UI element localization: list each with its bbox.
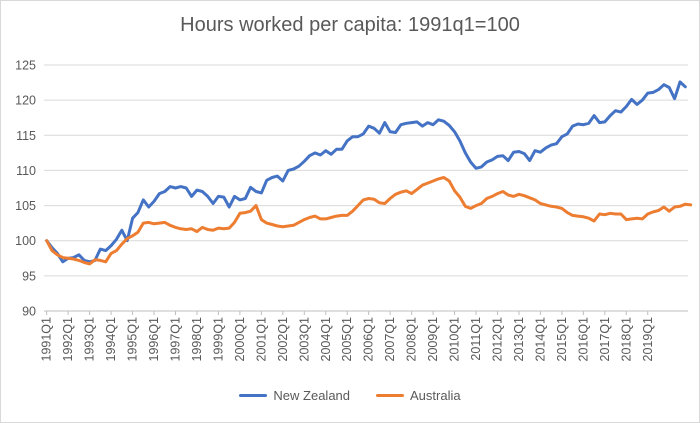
x-tick-label: 2019Q1 <box>641 317 655 362</box>
legend-item-new-zealand: New Zealand <box>239 388 350 403</box>
x-tick-label: 1996Q1 <box>147 317 161 362</box>
x-tick-label: 2003Q1 <box>297 317 311 362</box>
x-tick-label: 2015Q1 <box>555 317 569 362</box>
x-tick-label: 2017Q1 <box>598 317 612 362</box>
legend-label-new-zealand: New Zealand <box>273 388 351 403</box>
x-tick-label: 1998Q1 <box>190 317 204 362</box>
y-tick-label: 105 <box>15 199 36 213</box>
x-tick-label: 2013Q1 <box>512 317 526 362</box>
legend-item-australia: Australia <box>376 388 461 403</box>
legend-swatch-new-zealand <box>239 394 268 397</box>
x-tick-label: 2014Q1 <box>533 317 547 362</box>
x-tick-label: 1997Q1 <box>168 317 182 362</box>
x-tick-label: 2012Q1 <box>490 317 504 362</box>
y-tick-label: 115 <box>16 129 36 143</box>
y-tick-label: 90 <box>22 305 36 319</box>
y-tick-label: 120 <box>15 94 36 108</box>
x-tick-label: 1994Q1 <box>104 317 118 362</box>
x-tick-label: 2018Q1 <box>619 317 633 362</box>
x-tick-label: 1991Q1 <box>40 317 54 362</box>
x-tick-label: 2004Q1 <box>319 317 333 362</box>
y-tick-label: 100 <box>15 234 36 248</box>
x-tick-label: 2006Q1 <box>362 317 376 362</box>
chart-title: Hours worked per capita: 1991q1=100 <box>180 14 520 36</box>
series-line-australia <box>45 176 693 266</box>
chart-legend: New Zealand Australia <box>0 388 700 403</box>
x-tick-label: 2008Q1 <box>405 317 419 362</box>
x-tick-label: 1999Q1 <box>211 317 225 362</box>
y-tick-label: 110 <box>16 164 36 178</box>
x-tick-label: 2005Q1 <box>340 317 354 362</box>
x-tick-label: 2010Q1 <box>448 317 462 362</box>
x-tick-label: 2000Q1 <box>233 317 247 362</box>
x-tick-label: 1993Q1 <box>83 317 97 362</box>
x-tick-label: 2002Q1 <box>276 317 290 362</box>
legend-swatch-australia <box>376 394 405 397</box>
x-tick-label: 2016Q1 <box>576 317 590 362</box>
series-line-new-zealand <box>45 80 687 264</box>
x-tick-label: 2001Q1 <box>254 317 268 362</box>
x-tick-label: 2007Q1 <box>383 317 397 362</box>
x-tick-label: 2009Q1 <box>426 317 440 362</box>
x-tick-label: 1995Q1 <box>126 317 140 362</box>
y-tick-label: 125 <box>15 59 36 73</box>
y-tick-label: 95 <box>22 269 36 283</box>
x-tick-label: 1992Q1 <box>61 317 75 362</box>
x-tick-label: 2011Q1 <box>469 317 483 361</box>
legend-label-australia: Australia <box>410 388 461 403</box>
